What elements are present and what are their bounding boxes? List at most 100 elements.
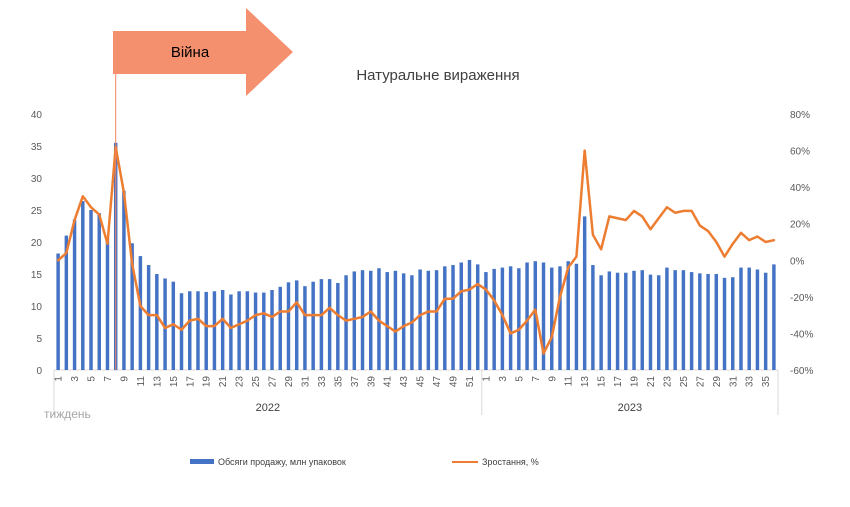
- bar: [508, 266, 513, 370]
- right-axis-tick: 0%: [790, 256, 805, 267]
- x-axis-tick: 5: [514, 376, 525, 382]
- left-axis-tick: 15: [31, 270, 43, 281]
- x-axis-tick: 33: [317, 376, 328, 388]
- bar: [245, 291, 250, 370]
- bar: [163, 278, 167, 370]
- x-axis-tick: 31: [300, 376, 311, 388]
- bar: [196, 291, 200, 370]
- bar: [698, 273, 702, 370]
- x-axis-tick: 3: [70, 376, 81, 382]
- bar: [146, 265, 151, 370]
- x-axis-tick: 29: [712, 376, 723, 388]
- bar: [262, 292, 266, 370]
- bar: [640, 270, 644, 370]
- x-axis-tick: 1: [54, 376, 65, 382]
- right-axis-tick: 20%: [790, 220, 810, 231]
- bar: [369, 270, 373, 370]
- x-axis-tick: 7: [103, 376, 114, 382]
- right-axis-tick: -40%: [790, 329, 813, 340]
- bar: [656, 275, 661, 370]
- bar: [517, 268, 521, 370]
- bar: [220, 290, 225, 370]
- bar: [418, 269, 422, 370]
- bar: [475, 264, 480, 370]
- x-axis-tick: 37: [350, 376, 361, 388]
- left-axis-tick: 25: [31, 206, 43, 217]
- right-axis-tick: 80%: [790, 110, 810, 121]
- bar: [689, 272, 694, 370]
- growth-line: [56, 145, 776, 355]
- bar: [566, 261, 570, 370]
- bar: [81, 201, 85, 370]
- bar: [615, 272, 620, 370]
- x-axis-tick: 7: [531, 376, 542, 382]
- bar: [443, 266, 447, 370]
- bar: [229, 294, 233, 370]
- year-label: 2023: [618, 402, 642, 414]
- bar-series-sales-volume: [56, 142, 776, 370]
- left-axis-tick: 40: [31, 110, 43, 121]
- left-axis-tick: 30: [31, 174, 43, 185]
- right-axis-tick: 40%: [790, 183, 810, 194]
- bar: [171, 281, 176, 370]
- x-axis-tick: 23: [662, 376, 673, 388]
- bar: [130, 243, 134, 370]
- left-axis-tick: 10: [31, 302, 43, 313]
- x-axis-tick: 47: [432, 376, 443, 388]
- left-axis-tick: 35: [31, 142, 43, 153]
- bar: [434, 270, 439, 370]
- bar: [451, 265, 455, 370]
- bar: [138, 256, 143, 370]
- bar: [731, 277, 735, 370]
- x-axis-tick-labels: 1 3 5 7 9 11 13 15 17 19 21 23 25 27 29 31 33 35 37 39 41 43 4…: [54, 376, 773, 388]
- bar: [426, 270, 431, 370]
- legend-bar-label: Обсяги продажу, млн упаковок: [218, 457, 346, 467]
- bar: [401, 273, 406, 370]
- bar: [574, 263, 579, 370]
- left-axis-tick: 5: [36, 334, 42, 345]
- bar: [772, 264, 776, 370]
- war-annotation-label: Війна: [171, 44, 210, 61]
- bar: [558, 266, 562, 370]
- bar: [541, 262, 546, 370]
- bar: [212, 291, 217, 370]
- bar: [582, 216, 587, 370]
- bar: [56, 253, 60, 370]
- x-axis-tick: 15: [169, 376, 180, 388]
- bar: [179, 293, 184, 370]
- bar: [739, 267, 743, 370]
- bar: [525, 262, 529, 370]
- bar: [319, 279, 324, 370]
- x-axis-tick: 1: [481, 376, 492, 382]
- bar: [97, 213, 101, 370]
- bar: [747, 267, 751, 370]
- bar: [500, 267, 505, 370]
- x-axis-tick: 21: [646, 376, 657, 388]
- bar: [385, 272, 389, 370]
- bar: [204, 291, 208, 370]
- bar: [64, 235, 69, 370]
- x-axis-tick: 21: [218, 376, 229, 388]
- x-axis-tick: 39: [366, 376, 377, 388]
- x-axis-tick: 13: [152, 376, 163, 388]
- x-axis-tick: 9: [119, 376, 130, 382]
- left-axis-tick: 0: [36, 366, 42, 377]
- bar: [714, 274, 719, 370]
- bar: [278, 286, 282, 370]
- x-axis-tick: 3: [498, 376, 509, 382]
- x-axis-tick: 25: [679, 376, 690, 388]
- bar: [303, 286, 307, 370]
- left-axis-tick-labels: 0 5 10 15 20 25 30 35 40: [31, 110, 43, 377]
- x-axis-tick: 43: [399, 376, 410, 388]
- x-axis-tick: 5: [87, 376, 98, 382]
- bar: [286, 282, 291, 370]
- bar: [188, 291, 192, 370]
- bar: [484, 272, 488, 370]
- bar: [599, 275, 603, 370]
- legend: Обсяги продажу, млн упаковок Зростання, …: [190, 457, 539, 467]
- x-axis-tick: 51: [465, 376, 476, 388]
- x-axis-tick: 33: [745, 376, 756, 388]
- x-axis-tick: 17: [185, 376, 196, 388]
- x-axis-tick: 19: [630, 376, 641, 388]
